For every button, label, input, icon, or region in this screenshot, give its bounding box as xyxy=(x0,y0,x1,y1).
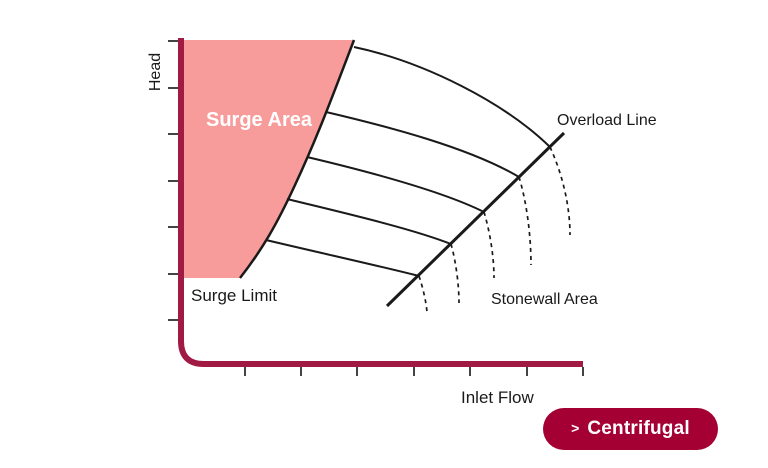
stonewall-dashed-curve xyxy=(518,176,532,266)
stonewall-dashed-curve xyxy=(450,243,460,304)
stonewall-dashed-curve xyxy=(418,275,428,313)
centrifugal-button[interactable]: > Centrifugal xyxy=(543,408,718,450)
speed-curve xyxy=(265,239,420,277)
y-axis-ticks xyxy=(168,40,178,321)
surge-area-fill xyxy=(184,40,354,278)
stonewall-area-label: Stonewall Area xyxy=(491,291,598,308)
overload-line-label: Overload Line xyxy=(557,112,657,129)
chevron-right-icon: > xyxy=(571,420,580,436)
speed-curve xyxy=(286,198,452,245)
speed-curve xyxy=(325,111,520,178)
speed-curve xyxy=(353,46,551,148)
speed-curve xyxy=(306,156,485,213)
y-axis-label: Head xyxy=(147,52,165,92)
stonewall-dashed-tails xyxy=(418,146,571,313)
surge-limit-line xyxy=(239,39,356,279)
surge-area-region-label: Surge Area xyxy=(206,109,312,131)
stonewall-dashed-curve xyxy=(483,211,495,279)
speed-curves-solid xyxy=(265,46,551,277)
overload-line xyxy=(385,131,566,308)
stonewall-dashed-curve xyxy=(549,146,571,236)
x-axis-label: Inlet Flow xyxy=(461,388,534,407)
surge-limit-label: Surge Limit xyxy=(191,286,277,305)
x-axis-ticks xyxy=(244,367,584,376)
axes-line xyxy=(178,38,583,367)
centrifugal-button-label: Centrifugal xyxy=(587,418,690,439)
